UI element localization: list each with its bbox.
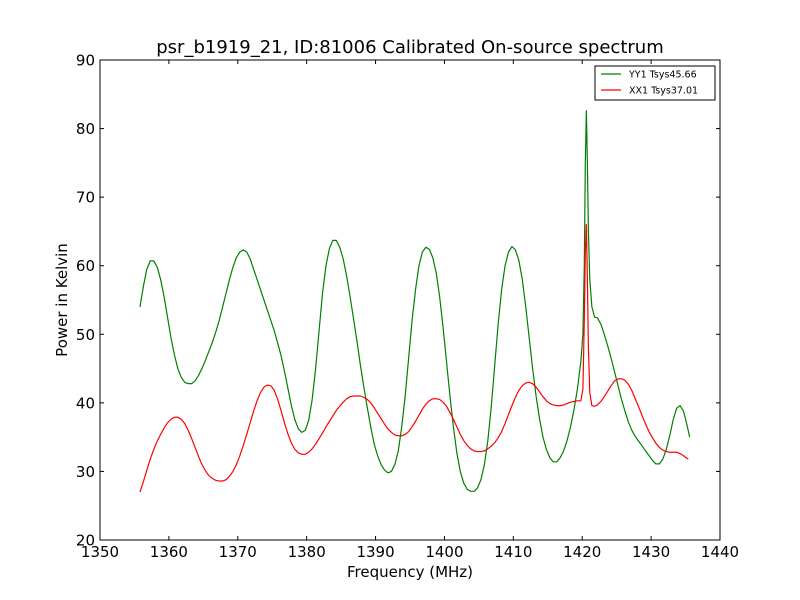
series-line-xx1 <box>139 223 689 493</box>
y-axis-label: Power in Kelvin <box>53 243 71 357</box>
chart-title: psr_b1919_21, ID:81006 Calibrated On-sou… <box>156 37 663 58</box>
legend-box <box>594 65 716 101</box>
y-tick-label: 40 <box>76 394 95 412</box>
x-tick-label: 1370 <box>219 543 257 561</box>
x-tick-label: 1360 <box>150 543 188 561</box>
x-tick-label: 1380 <box>288 543 326 561</box>
x-tick-label: 1430 <box>632 543 670 561</box>
y-tick-label: 70 <box>76 189 95 207</box>
legend-label-yy1: YY1 Tsys45.66 <box>628 70 697 81</box>
x-axis-ticks: 1350 1360 1370 1380 1390 1400 1410 1420 1430 1440 <box>81 60 739 561</box>
series-line-yy1 <box>139 110 691 492</box>
plot-series <box>139 110 691 493</box>
x-tick-label: 1350 <box>81 543 119 561</box>
y-tick-label: 80 <box>76 120 95 138</box>
x-tick-label: 1400 <box>425 543 463 561</box>
x-tick-label: 1390 <box>356 543 394 561</box>
y-tick-label: 20 <box>76 532 95 550</box>
y-tick-label: 60 <box>76 257 95 275</box>
x-axis-label: Frequency (MHz) <box>347 563 473 581</box>
plot-frame <box>99 59 721 541</box>
y-tick-label: 30 <box>76 463 95 481</box>
x-tick-label: 1420 <box>563 543 601 561</box>
y-tick-label: 50 <box>76 326 95 344</box>
y-tick-label: 90 <box>76 52 95 70</box>
x-tick-label: 1440 <box>701 543 739 561</box>
y-axis-ticks: 20 30 40 50 60 70 80 90 <box>76 52 720 550</box>
x-tick-label: 1410 <box>494 543 532 561</box>
legend-label-xx1: XX1 Tsys37.01 <box>629 86 698 97</box>
legend: YY1 Tsys45.66 XX1 Tsys37.01 <box>594 65 716 101</box>
